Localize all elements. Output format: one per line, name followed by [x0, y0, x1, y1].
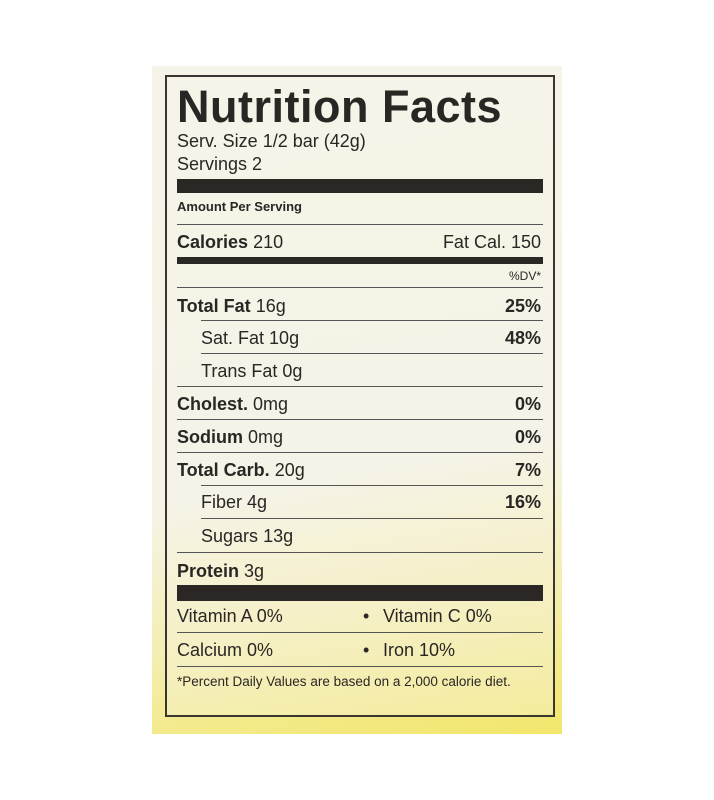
nutrient-value: 16g — [255, 296, 286, 316]
divider — [201, 320, 543, 321]
nutrient-value: 0mg — [248, 427, 284, 447]
nutrient-row-sugars: Sugars 13g — [201, 526, 293, 547]
nutrient-label: Sodium — [177, 427, 243, 447]
nutrient-value: 20g — [274, 460, 305, 480]
medium-divider — [177, 257, 543, 264]
nutrient-row-total-fat: Total Fat 16g — [177, 296, 286, 317]
nutrient-dv: 48% — [504, 328, 541, 348]
vitamin-c: Vitamin C 0% — [383, 606, 492, 626]
nutrient-row-protein: Protein 3g — [177, 561, 264, 582]
servings: Servings 2 — [177, 154, 263, 174]
nutrient-value: 0mg — [253, 394, 289, 414]
divider — [177, 419, 543, 420]
bullet: • — [363, 606, 370, 626]
nutrient-label: Protein — [177, 561, 240, 581]
divider — [177, 452, 543, 453]
nutrient-row-sodium: Sodium 0mg — [177, 427, 283, 448]
footnote: *Percent Daily Values are based on a 2,0… — [177, 674, 511, 689]
nutrient-dv: 25% — [504, 296, 541, 316]
nutrient-label: Total Fat — [177, 296, 251, 316]
label-title: Nutrition Facts — [177, 81, 503, 132]
serving-size: Serv. Size 1/2 bar (42g) — [177, 131, 366, 151]
nutrient-value: 0g — [282, 361, 303, 381]
dv-header: %DV* — [508, 269, 541, 283]
nutrient-dv: 0% — [514, 427, 541, 447]
divider — [177, 552, 543, 553]
fat-calories: Fat Cal. 150 — [442, 232, 541, 252]
nutrient-dv: 0% — [514, 394, 541, 414]
vitamin-a: Vitamin A 0% — [177, 606, 283, 626]
divider — [177, 666, 543, 667]
thick-divider — [177, 585, 543, 601]
nutrient-dv: 7% — [514, 460, 541, 480]
nutrient-value: 13g — [263, 526, 294, 546]
divider — [201, 518, 543, 519]
nutrient-label: Total Carb. — [177, 460, 270, 480]
nutrient-row-total-carb: Total Carb. 20g — [177, 460, 305, 481]
calories-row: Calories 210 — [177, 232, 283, 253]
divider — [177, 287, 543, 288]
package-background — [152, 66, 562, 734]
nutrient-value: 3g — [244, 561, 265, 581]
nutrient-value: 4g — [247, 492, 268, 512]
nutrient-label: Sugars — [201, 526, 259, 546]
amount-per-serving: Amount Per Serving — [177, 199, 302, 214]
nutrient-row-trans-fat: Trans Fat 0g — [201, 361, 302, 382]
divider — [177, 386, 543, 387]
nutrient-row-fiber: Fiber 4g — [201, 492, 267, 513]
nutrient-label: Cholest. — [177, 394, 249, 414]
calories-label: Calories — [177, 232, 249, 252]
calcium: Calcium 0% — [177, 640, 274, 660]
nutrient-label: Fiber — [201, 492, 243, 512]
calories-value: 210 — [253, 232, 284, 252]
bullet: • — [363, 640, 370, 660]
divider — [201, 485, 543, 486]
nutrient-value: 10g — [269, 328, 300, 348]
nutrition-label: Nutrition Facts Serv. Size 1/2 bar (42g)… — [165, 75, 555, 717]
divider — [177, 632, 543, 633]
divider — [177, 224, 543, 225]
nutrient-label: Trans Fat — [201, 361, 278, 381]
nutrient-row-cholesterol: Cholest. 0mg — [177, 394, 288, 415]
nutrient-dv: 16% — [504, 492, 541, 512]
nutrient-label: Sat. Fat — [201, 328, 265, 348]
thick-divider — [177, 179, 543, 193]
nutrient-row-sat-fat: Sat. Fat 10g — [201, 328, 299, 349]
iron: Iron 10% — [383, 640, 456, 660]
divider — [201, 353, 543, 354]
